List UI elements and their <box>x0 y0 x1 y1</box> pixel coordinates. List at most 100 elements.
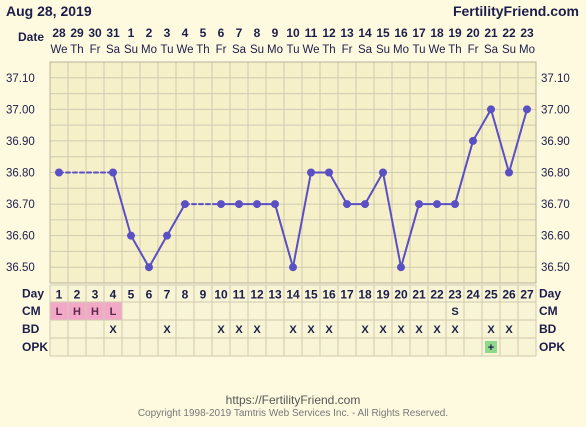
date-label: 5 <box>200 26 207 40</box>
bd-mark: X <box>325 324 333 336</box>
cycle-day: 23 <box>448 288 462 302</box>
ytick-right: 37.00 <box>541 104 570 116</box>
weekday-label: We <box>50 44 67 56</box>
weekday-label: Th <box>322 44 335 56</box>
cycle-day: 21 <box>412 288 426 302</box>
temperature-point <box>433 200 441 209</box>
weekday-label: We <box>428 44 445 56</box>
temperature-point <box>451 200 459 209</box>
weekday-label: Su <box>376 44 390 56</box>
weekday-label: Sa <box>106 44 121 56</box>
weekday-label: Mo <box>393 44 409 56</box>
temperature-segment <box>292 171 312 269</box>
bd-mark: X <box>379 324 387 336</box>
temperature-point <box>181 200 189 209</box>
ytick-right: 36.80 <box>541 168 570 180</box>
cycle-day: 7 <box>164 288 171 302</box>
date-label: 28 <box>52 26 66 40</box>
cycle-day: 27 <box>520 288 534 302</box>
ytick-left: 37.00 <box>6 104 35 116</box>
date-row-label: Date <box>18 30 44 44</box>
cm-mark: S <box>451 306 458 318</box>
cycle-day: 15 <box>304 288 318 302</box>
ytick-right: 36.90 <box>541 136 570 148</box>
temperature-point <box>523 105 531 114</box>
row-label-opk-right: OPK <box>539 340 565 354</box>
date-label: 14 <box>358 26 372 40</box>
temperature-point <box>253 200 261 209</box>
weekday-label: Th <box>196 44 209 56</box>
temperature-point <box>505 168 513 177</box>
temperature-point <box>487 105 495 114</box>
ytick-left: 36.90 <box>6 136 35 148</box>
ytick-left: 36.60 <box>6 231 35 243</box>
temperature-segment <box>454 139 474 206</box>
temperature-segment <box>166 203 186 237</box>
cm-mark: H <box>73 306 81 318</box>
brand-title: FertilityFriend.com <box>453 3 579 19</box>
ytick-left: 36.70 <box>6 199 35 211</box>
date-label: 30 <box>88 26 102 40</box>
date-label: 31 <box>106 26 120 40</box>
temperature-point <box>361 200 369 209</box>
plot-border <box>49 61 537 284</box>
temperature-segment <box>148 234 168 269</box>
weekday-label: Mo <box>141 44 157 56</box>
date-header: 28 29 30 31 1 2 3 4 5 6 7 8 9 10 11 12 13 14 15 16 17 18 19 20 2… <box>50 26 535 56</box>
temperature-point <box>109 168 117 177</box>
date-label: 19 <box>448 26 462 40</box>
weekday-label: Su <box>124 44 138 56</box>
temperature-segment <box>508 108 528 174</box>
date-label: 13 <box>340 26 354 40</box>
temperature-point <box>163 231 171 240</box>
footer-url[interactable]: https://FertilityFriend.com <box>226 393 361 407</box>
date-label: 3 <box>164 26 171 40</box>
date-label: 29 <box>70 26 84 40</box>
date-label: 8 <box>254 26 261 40</box>
cycle-day: 11 <box>233 288 246 302</box>
ytick-left: 37.10 <box>6 73 35 85</box>
temperature-point <box>379 168 387 177</box>
bd-mark: X <box>361 324 369 336</box>
weekday-label: Sa <box>484 44 499 56</box>
cycle-day: 1 <box>56 288 63 302</box>
temperature-segment <box>112 171 132 237</box>
temperature-line <box>58 108 528 269</box>
cycle-day: 26 <box>502 288 516 302</box>
cycle-day: 8 <box>182 288 189 302</box>
date-label: 23 <box>520 26 534 40</box>
weekday-label: Su <box>250 44 264 56</box>
row-label-bd-right: BD <box>539 322 557 336</box>
cm-mark: L <box>56 306 63 318</box>
temperature-point <box>325 168 333 177</box>
bd-mark: X <box>235 324 243 336</box>
weekday-label: Fr <box>90 44 101 56</box>
date-label: 2 <box>146 26 153 40</box>
cycle-day: 25 <box>484 288 498 302</box>
temperature-segment <box>382 171 402 269</box>
date-label: 7 <box>236 26 243 40</box>
temperature-point <box>343 200 351 209</box>
row-label-cm-right: CM <box>539 304 558 318</box>
date-label: 20 <box>466 26 480 40</box>
weekday-label: Mo <box>267 44 283 56</box>
cycle-day: 22 <box>430 288 444 302</box>
bd-mark: X <box>451 324 459 336</box>
cycle-day: 14 <box>286 288 300 302</box>
temperature-segment <box>364 171 384 206</box>
bd-mark: X <box>433 324 441 336</box>
temperature-point <box>145 263 153 272</box>
bd-mark: X <box>415 324 423 336</box>
weekday-label: We <box>302 44 319 56</box>
weekday-label: Fr <box>342 44 353 56</box>
ytick-right: 36.70 <box>541 199 570 211</box>
bd-mark: X <box>487 324 495 336</box>
date-label: 1 <box>128 26 135 40</box>
cm-highlight <box>50 302 68 320</box>
date-label: 11 <box>305 26 318 40</box>
weekday-label: We <box>176 44 193 56</box>
row-label-day-left: Day <box>22 287 44 301</box>
cm-highlight <box>104 302 122 320</box>
weekday-label: Tu <box>161 44 174 56</box>
cycle-day: 5 <box>128 288 135 302</box>
